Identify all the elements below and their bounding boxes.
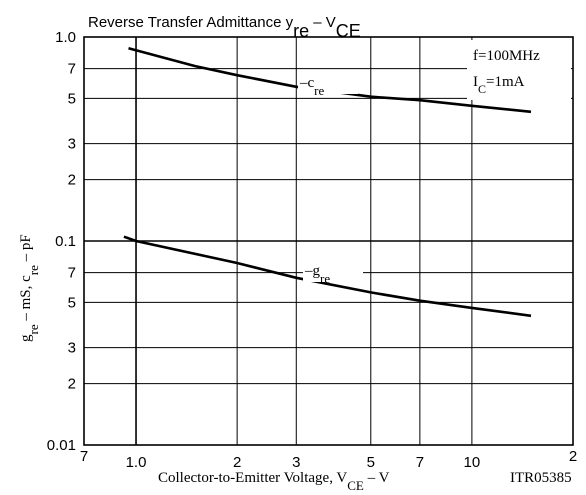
x-tick-label: 7 [80, 448, 88, 465]
series-line [123, 235, 532, 318]
y-tick-label: 5 [68, 294, 76, 311]
annotation: IC=1mA [473, 74, 525, 96]
y-tick-label: 7 [68, 265, 76, 282]
y-axis-label-part: – mS, c [18, 275, 34, 325]
chart-title-part: Reverse Transfer Admittance y [88, 14, 294, 31]
x-axis-label: Collector-to-Emitter Voltage, VCE – V [158, 470, 390, 493]
x-tick-label: 5 [367, 454, 375, 471]
y-tick-label: 0.01 [47, 437, 76, 454]
y-tick-label: 5 [68, 90, 76, 107]
y-tick-label: 1.0 [55, 29, 76, 46]
curve-label: –cre [299, 75, 325, 98]
curve-label-part: –c [299, 75, 315, 91]
y-axis-label-part: – pF [18, 234, 34, 265]
figure-code: ITR05385 [510, 470, 572, 486]
y-axis-label-part: g [18, 334, 34, 342]
x-tick-label: 3 [292, 454, 300, 471]
curve-label-part: re [314, 83, 324, 98]
x-axis-label-part: CE [347, 478, 364, 493]
chart-title: Reverse Transfer Admittance yre – VCE [88, 14, 361, 41]
x-tick-label: 7 [416, 454, 424, 471]
x-tick-label: 2 [569, 448, 577, 465]
plot-frame [83, 36, 574, 446]
annotation-part: f=100MHz [473, 48, 540, 64]
annotation-part: C [478, 82, 486, 96]
curve-label-part: re [320, 271, 330, 286]
annotation-box [467, 40, 571, 100]
annotation-part: I [473, 74, 478, 90]
chart-title-part: CE [336, 21, 361, 41]
x-tick-label: 2 [233, 454, 241, 471]
curve-label: –gre [304, 263, 330, 286]
y-tick-label: 2 [68, 376, 76, 393]
y-axis-label-part: re [26, 265, 41, 275]
curve-label-bg [303, 260, 363, 282]
y-tick-label: 3 [68, 136, 76, 153]
curve-label-part: –g [304, 263, 321, 279]
annotation-part: =1mA [486, 74, 525, 90]
x-tick-label: 1.0 [126, 454, 147, 471]
y-tick-label: 7 [68, 61, 76, 78]
y-tick-label: 0.1 [55, 233, 76, 250]
x-axis-label-part: – V [364, 470, 390, 486]
x-axis-label-part: Collector-to-Emitter Voltage, V [158, 470, 347, 486]
y-tick-label: 2 [68, 172, 76, 189]
y-axis-label-part: re [26, 324, 41, 334]
annotation: f=100MHz [473, 48, 540, 64]
y-tick-label: 3 [68, 340, 76, 357]
curve-label-bg [298, 72, 358, 94]
x-tick-label: 10 [464, 454, 481, 471]
chart-title-part: – V [309, 14, 336, 31]
y-axis-label: gre – mS, cre – pF [18, 234, 41, 342]
chart-title-part: re [293, 21, 309, 41]
